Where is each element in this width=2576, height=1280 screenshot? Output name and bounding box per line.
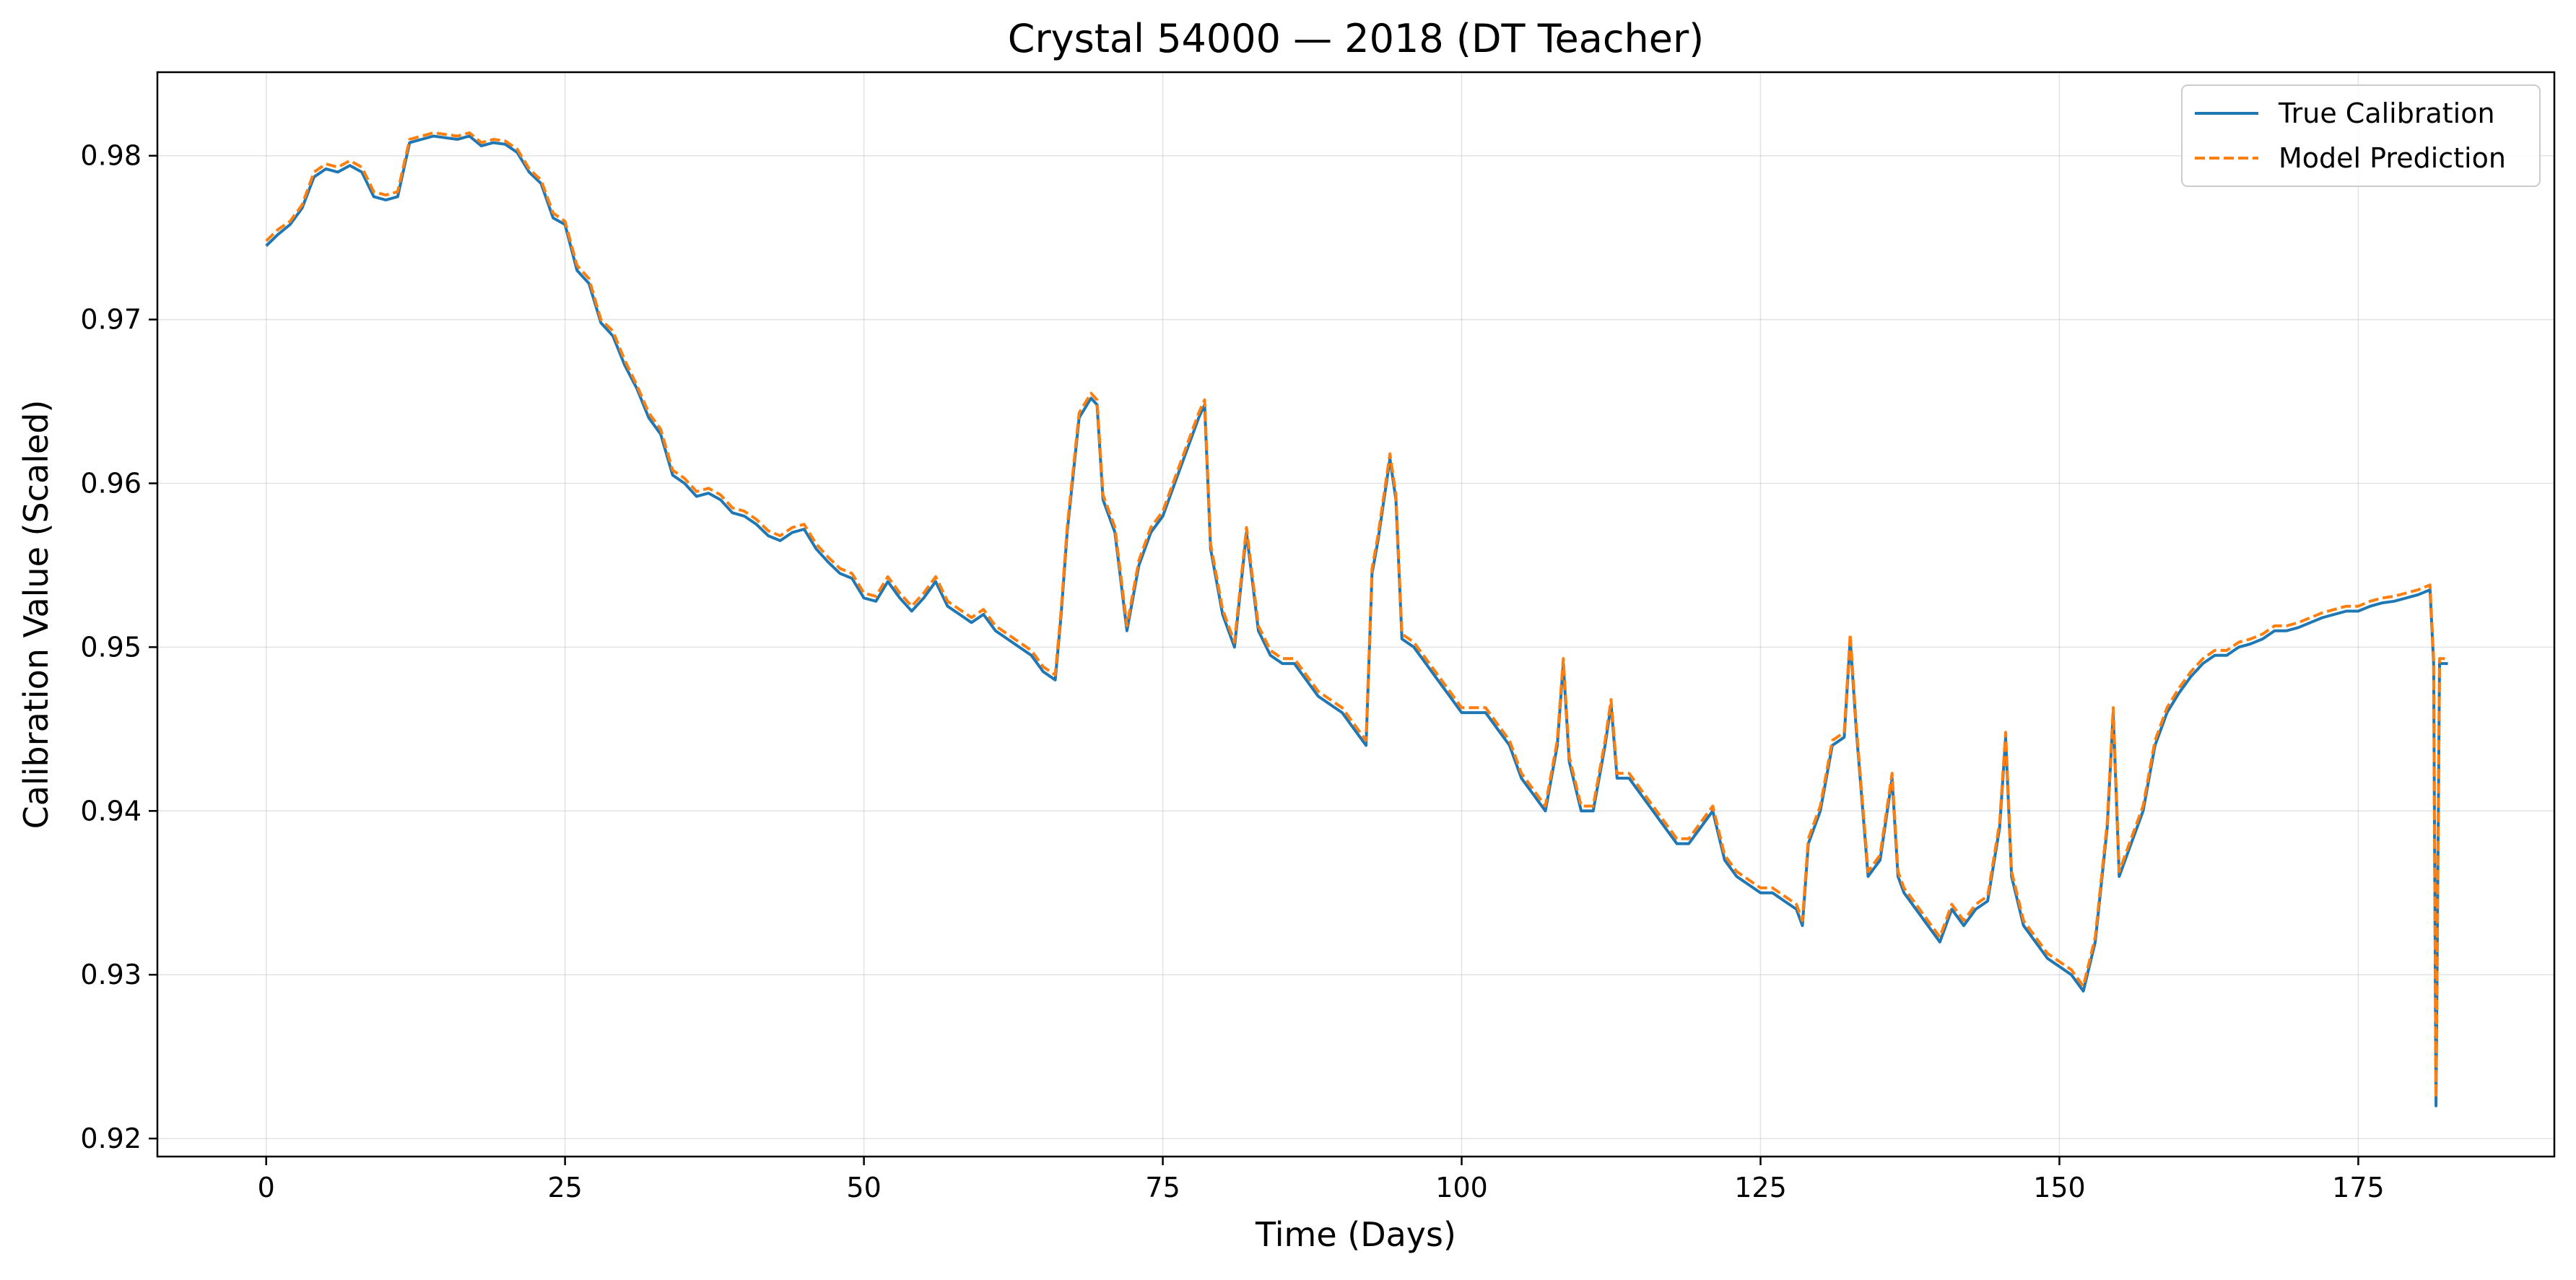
legend: True Calibration Model Prediction [2181, 84, 2541, 187]
y-tick-label: 0.95 [80, 631, 142, 663]
y-tick-label: 0.98 [80, 140, 142, 172]
x-tick-label: 75 [1145, 1172, 1180, 1203]
x-tick-label: 125 [1734, 1172, 1787, 1203]
x-axis-label: Time (Days) [1255, 1215, 1456, 1254]
legend-label-model-prediction: Model Prediction [2279, 142, 2506, 174]
chart-title: Crystal 54000 — 2018 (DT Teacher) [1008, 16, 1704, 61]
x-tick-label: 175 [2332, 1172, 2385, 1203]
y-tick-label: 0.93 [80, 959, 142, 991]
plot-frame [156, 71, 2556, 1158]
y-axis: 0.92 0.93 0.94 0.95 0.96 0.97 0.98 [80, 140, 157, 1154]
y-tick-label: 0.92 [80, 1123, 142, 1154]
x-tick-label: 150 [2033, 1172, 2086, 1203]
x-axis: 0 25 50 75 100 125 150 175 [258, 1157, 2385, 1203]
series-line-model-prediction [265, 131, 2448, 1100]
series-layer [265, 131, 2448, 1107]
x-tick-label: 0 [258, 1172, 275, 1203]
x-tick-label: 25 [547, 1172, 582, 1203]
y-tick-label: 0.97 [80, 304, 142, 336]
x-tick-label: 100 [1435, 1172, 1488, 1203]
y-axis-label: Calibration Value (Scaled) [17, 400, 56, 830]
grid-layer [157, 72, 2554, 1157]
y-tick-label: 0.94 [80, 795, 142, 827]
x-tick-label: 50 [846, 1172, 881, 1203]
y-tick-label: 0.96 [80, 467, 142, 499]
legend-box [2181, 84, 2541, 187]
legend-label-true-calibration: True Calibration [2278, 97, 2495, 129]
